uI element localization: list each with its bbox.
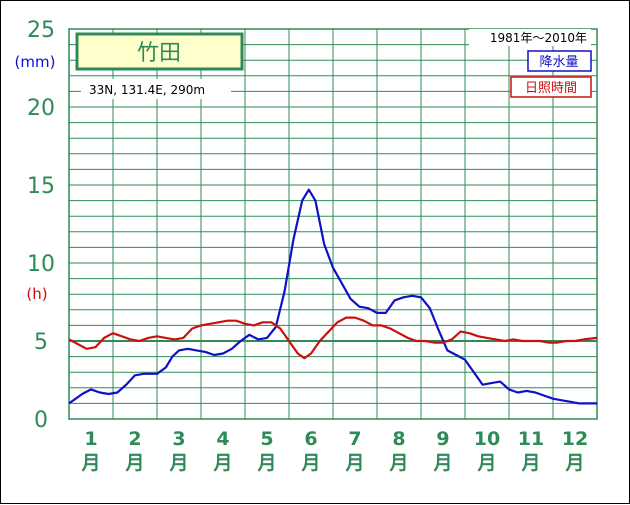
x-tick-label: 9 — [436, 428, 449, 450]
x-tick-label: 7 — [348, 428, 361, 450]
x-tick-label: 1 — [84, 428, 97, 450]
y-tick-label: 25 — [27, 18, 55, 43]
x-tick-suffix: 月 — [80, 452, 100, 474]
x-tick-suffix: 月 — [124, 452, 144, 474]
x-tick-label: 5 — [260, 428, 273, 450]
y-tick-label: 15 — [27, 174, 55, 199]
precip-line — [68, 188, 597, 405]
station-name: 竹田 — [137, 41, 181, 66]
plot-border — [68, 28, 598, 420]
x-tick-label: 12 — [562, 428, 588, 450]
legend-precip-box — [527, 50, 592, 72]
x-tick-suffix: 月 — [432, 452, 452, 474]
legend-sunshine-label: 日照時間 — [525, 81, 577, 96]
y-tick-label: 20 — [27, 96, 55, 121]
unit-h-label: (h) — [26, 285, 47, 303]
x-tick-label: 11 — [518, 428, 544, 450]
chart-grid — [68, 28, 598, 420]
unit-mm-label: (mm) — [15, 53, 56, 71]
x-tick-suffix: 月 — [564, 452, 584, 474]
x-tick-suffix: 月 — [520, 452, 540, 474]
x-tick-suffix: 月 — [212, 452, 232, 474]
x-tick-suffix: 月 — [300, 452, 320, 474]
x-tick-label: 8 — [392, 428, 405, 450]
y-tick-label: 0 — [34, 408, 48, 433]
y-tick-label: 5 — [34, 330, 48, 355]
x-tick-label: 6 — [304, 428, 317, 450]
y-axis-ticks: 0 5 10 15 20 25 — [27, 18, 55, 433]
sunshine-line — [68, 316, 598, 360]
x-tick-suffix: 月 — [168, 452, 188, 474]
x-tick-suffix: 月 — [388, 452, 408, 474]
legend-precip-label: 降水量 — [539, 55, 578, 70]
series-lines — [68, 188, 598, 405]
x-tick-label: 10 — [474, 428, 500, 450]
y-tick-label: 10 — [27, 252, 55, 277]
x-tick-suffix: 月 — [256, 452, 276, 474]
station-name-box — [75, 32, 244, 71]
period-label: 1981年〜2010年 — [490, 31, 587, 45]
period-bg — [469, 29, 591, 46]
legend-sunshine-box — [510, 76, 592, 98]
location-bg — [81, 79, 231, 99]
x-tick-label: 3 — [172, 428, 185, 450]
x-tick-suffix: 月 — [344, 452, 364, 474]
station-location: 33N, 131.4E, 290m — [89, 83, 205, 97]
x-tick-label: 2 — [128, 428, 141, 450]
x-tick-label: 4 — [216, 428, 229, 450]
x-tick-suffix: 月 — [476, 452, 496, 474]
